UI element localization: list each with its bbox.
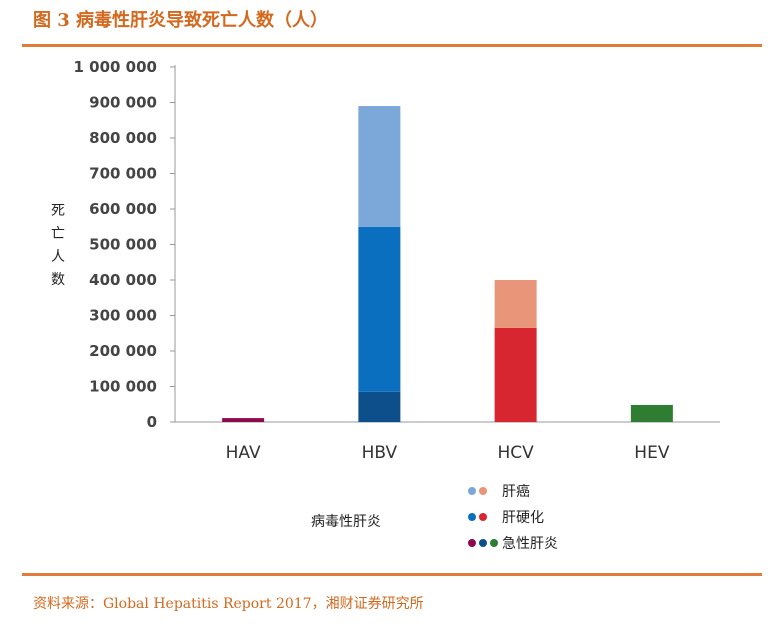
x-tick-label: HEV xyxy=(634,443,670,463)
legend-dot xyxy=(479,539,487,547)
y-tick-label: 300 000 xyxy=(89,307,157,325)
bar-segment-hbv xyxy=(358,106,401,227)
figure-title: 图 3 病毒性肝炎导致死亡人数（人） xyxy=(33,10,329,31)
top-rule xyxy=(22,44,762,47)
y-tick-label: 500 000 xyxy=(89,236,157,254)
bar-segment-hbv xyxy=(358,226,401,392)
x-tick-label: HAV xyxy=(226,443,261,463)
bottom-rule xyxy=(22,573,762,576)
y-tick-label: 400 000 xyxy=(89,271,157,289)
legend-dots xyxy=(458,485,502,497)
legend-dots xyxy=(458,537,502,549)
y-axis-label-char: 死 xyxy=(51,203,65,219)
legend-dot xyxy=(479,513,487,521)
y-tick-label: 800 000 xyxy=(89,129,157,147)
y-axis-label-char: 数 xyxy=(51,272,65,288)
legend: 肝癌 肝硬化 急性肝炎 xyxy=(458,478,558,556)
x-tick-label: HBV xyxy=(362,443,398,463)
legend-dot xyxy=(468,513,476,521)
y-tick-label: 100 000 xyxy=(89,378,157,396)
legend-label: 急性肝炎 xyxy=(502,536,558,552)
y-tick-label: 0 xyxy=(147,413,157,431)
source-note: 资料来源：Global Hepatitis Report 2017，湘财证券研究… xyxy=(33,596,424,612)
y-axis-label-char: 亡 xyxy=(51,226,65,242)
y-tick-label: 700 000 xyxy=(89,165,157,183)
y-axis-label-char: 人 xyxy=(51,249,65,265)
legend-label: 肝硬化 xyxy=(502,510,544,526)
legend-label: 肝癌 xyxy=(502,484,530,500)
x-axis-label: 病毒性肝炎 xyxy=(311,514,381,530)
legend-item-cirrhosis: 肝硬化 xyxy=(458,504,558,530)
y-axis-label: 死亡人数 xyxy=(49,200,67,292)
bar-segment-hav xyxy=(222,418,265,422)
legend-item-liver-cancer: 肝癌 xyxy=(458,478,558,504)
y-tick-label: 200 000 xyxy=(89,342,157,360)
y-tick-label: 1 000 000 xyxy=(73,58,157,76)
legend-dot xyxy=(468,539,476,547)
legend-dot xyxy=(479,487,487,495)
bar-segment-hcv xyxy=(494,327,537,422)
y-tick-label: 900 000 xyxy=(89,94,157,112)
legend-dot xyxy=(468,487,476,495)
legend-dots xyxy=(458,511,502,523)
legend-dot xyxy=(490,539,498,547)
y-tick-label: 600 000 xyxy=(89,200,157,218)
bar-segment-hcv xyxy=(494,280,537,328)
x-tick-label: HCV xyxy=(497,443,534,463)
legend-item-acute-hepatitis: 急性肝炎 xyxy=(458,530,558,556)
bar-segment-hev xyxy=(630,404,673,422)
bar-segment-hbv xyxy=(358,391,401,422)
